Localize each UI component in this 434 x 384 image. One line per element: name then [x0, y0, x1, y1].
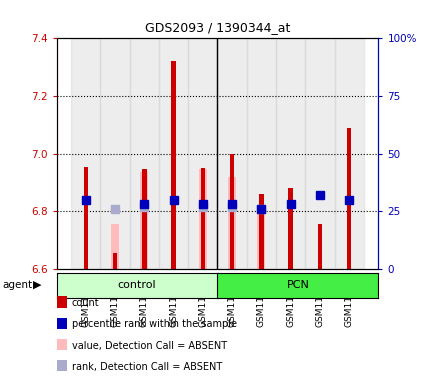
- Bar: [200, 168, 204, 269]
- Text: PCN: PCN: [286, 280, 309, 290]
- Bar: [317, 224, 321, 269]
- Bar: [288, 188, 292, 269]
- Title: GDS2093 / 1390344_at: GDS2093 / 1390344_at: [145, 22, 289, 35]
- Bar: [305, 38, 334, 269]
- Bar: [334, 38, 363, 269]
- Bar: [142, 169, 146, 269]
- Bar: [171, 61, 175, 269]
- Bar: [188, 38, 217, 269]
- Bar: [256, 209, 265, 269]
- Bar: [346, 128, 351, 269]
- Text: percentile rank within the sample: percentile rank within the sample: [72, 319, 236, 329]
- Bar: [111, 224, 119, 269]
- Bar: [230, 154, 234, 269]
- Bar: [227, 177, 236, 269]
- Text: count: count: [72, 298, 99, 308]
- Bar: [246, 38, 276, 269]
- Text: ▶: ▶: [33, 280, 41, 290]
- Bar: [140, 172, 148, 269]
- Text: agent: agent: [2, 280, 32, 290]
- Bar: [129, 38, 158, 269]
- Bar: [113, 253, 117, 269]
- Bar: [100, 38, 129, 269]
- Bar: [259, 194, 263, 269]
- Bar: [198, 169, 207, 269]
- Bar: [217, 38, 246, 269]
- Bar: [158, 38, 188, 269]
- Bar: [276, 38, 305, 269]
- Text: control: control: [118, 280, 156, 290]
- Bar: [83, 167, 88, 269]
- Text: value, Detection Call = ABSENT: value, Detection Call = ABSENT: [72, 341, 227, 351]
- Text: rank, Detection Call = ABSENT: rank, Detection Call = ABSENT: [72, 362, 221, 372]
- Bar: [71, 38, 100, 269]
